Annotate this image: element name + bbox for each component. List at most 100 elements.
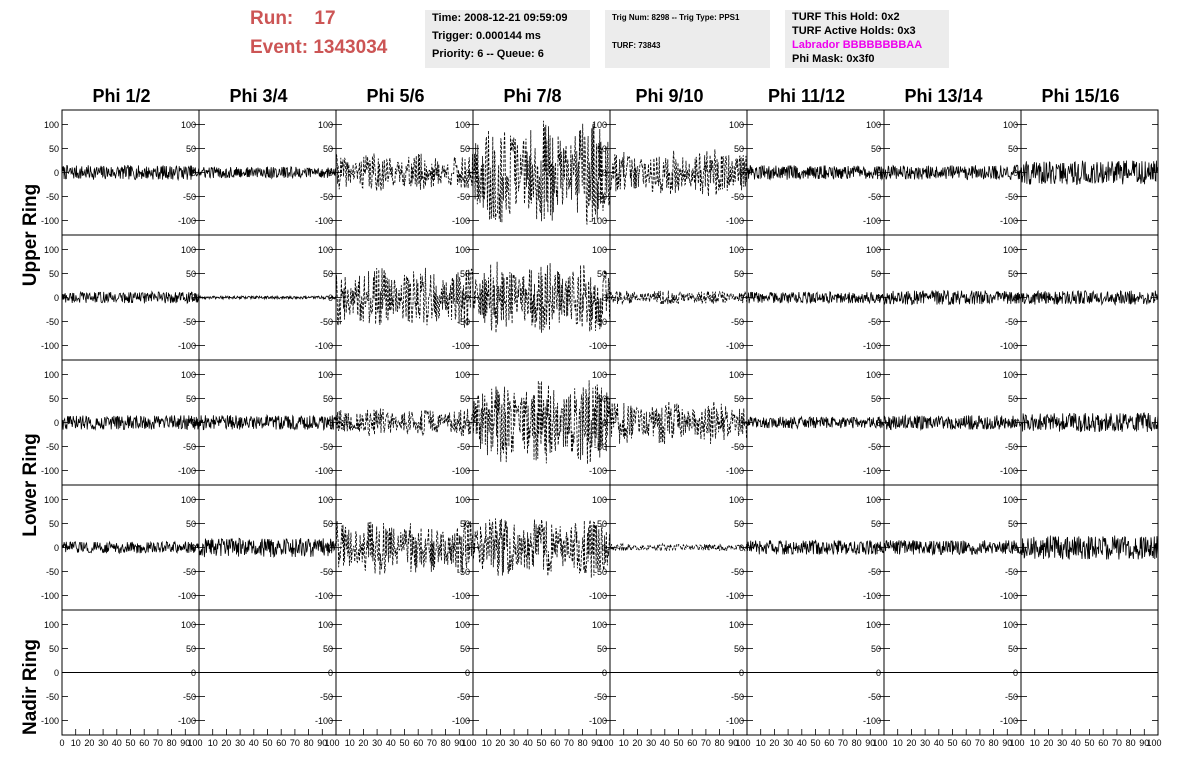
y-tick-label: 100 <box>181 245 196 255</box>
y-tick-label: 50 <box>1008 269 1018 279</box>
y-tick-label: -50 <box>731 692 744 702</box>
y-tick-label: 50 <box>871 394 881 404</box>
col-title-phi-1-2: Phi 1/2 <box>92 86 151 106</box>
y-tick-label: 100 <box>1003 620 1018 630</box>
y-tick-label: -100 <box>863 341 881 351</box>
x-tick-label: 60 <box>824 738 834 748</box>
y-tick-label: 0 <box>739 543 744 553</box>
y-tick-label: -100 <box>726 591 744 601</box>
turf-hold-text: TURF This Hold: 0x2 <box>792 11 900 23</box>
x-tick-label: 60 <box>961 738 971 748</box>
y-tick-label: 50 <box>186 144 196 154</box>
y-tick-label: 50 <box>734 269 744 279</box>
x-tick-label: 40 <box>1071 738 1081 748</box>
x-tick-label: 80 <box>578 738 588 748</box>
y-tick-label: 0 <box>191 293 196 303</box>
priority-text: Priority: 6 -- Queue: 6 <box>432 48 544 60</box>
y-tick-label: -100 <box>589 341 607 351</box>
y-tick-label: 0 <box>1013 543 1018 553</box>
y-tick-label: 100 <box>1003 120 1018 130</box>
y-tick-label: 0 <box>876 168 881 178</box>
waveform-line <box>746 415 885 430</box>
x-tick-label: 30 <box>783 738 793 748</box>
event-value: 1343034 <box>313 37 388 58</box>
y-tick-label: 100 <box>44 495 59 505</box>
x-tick-label: 100 <box>324 738 339 748</box>
x-tick-label: 100 <box>187 738 202 748</box>
x-tick-label: 20 <box>632 738 642 748</box>
x-tick-label: 20 <box>358 738 368 748</box>
trig-num-text: Trig Num: 8298 -- Trig Type: PPS1 <box>612 13 740 22</box>
y-tick-label: -100 <box>726 466 744 476</box>
y-tick-label: -100 <box>726 341 744 351</box>
x-tick-label: 100 <box>461 738 476 748</box>
waveform-line <box>198 166 337 180</box>
x-tick-label: 70 <box>427 738 437 748</box>
y-tick-label: 0 <box>739 293 744 303</box>
x-tick-label: 20 <box>906 738 916 748</box>
waveform-line <box>335 153 474 191</box>
waveform-line <box>746 539 885 556</box>
x-tick-label: 100 <box>1009 738 1024 748</box>
y-tick-label: 100 <box>729 245 744 255</box>
y-tick-label: 0 <box>54 543 59 553</box>
y-tick-label: -50 <box>183 692 196 702</box>
x-tick-label: 80 <box>441 738 451 748</box>
y-tick-label: 0 <box>602 668 607 678</box>
waveform-line <box>883 289 1022 306</box>
x-tick-label: 90 <box>1002 738 1012 748</box>
y-tick-label: 50 <box>1008 394 1018 404</box>
y-tick-label: 100 <box>318 120 333 130</box>
x-tick-label: 60 <box>276 738 286 748</box>
y-tick-label: -50 <box>1005 442 1018 452</box>
x-tick-label: 70 <box>153 738 163 748</box>
y-tick-label: 50 <box>323 269 333 279</box>
y-tick-label: -50 <box>46 442 59 452</box>
y-tick-label: 50 <box>734 394 744 404</box>
y-tick-label: 50 <box>1008 519 1018 529</box>
x-tick-label: 20 <box>84 738 94 748</box>
y-tick-label: 50 <box>1008 644 1018 654</box>
x-tick-label: 50 <box>947 738 957 748</box>
y-tick-label: 100 <box>729 620 744 630</box>
y-tick-label: -50 <box>457 442 470 452</box>
y-tick-label: -50 <box>183 317 196 327</box>
y-tick-label: 0 <box>191 168 196 178</box>
waveform-line <box>335 519 474 575</box>
y-tick-label: -100 <box>41 591 59 601</box>
y-tick-label: -100 <box>315 216 333 226</box>
x-tick-label: 100 <box>1146 738 1161 748</box>
x-tick-label: 90 <box>728 738 738 748</box>
x-tick-label: 20 <box>221 738 231 748</box>
y-tick-label: 100 <box>592 120 607 130</box>
waveform-line <box>609 401 748 445</box>
col-title-phi-9-10: Phi 9/10 <box>635 86 704 106</box>
y-tick-label: 50 <box>597 644 607 654</box>
y-tick-label: -50 <box>320 567 333 577</box>
y-tick-label: -50 <box>1005 317 1018 327</box>
col-title-phi-11-12: Phi 11/12 <box>767 86 846 106</box>
y-tick-label: 50 <box>460 644 470 654</box>
x-tick-label: 10 <box>619 738 629 748</box>
y-tick-label: 50 <box>186 644 196 654</box>
col-title-phi-7-8: Phi 7/8 <box>503 86 562 106</box>
x-tick-label: 50 <box>810 738 820 748</box>
y-tick-label: 100 <box>455 620 470 630</box>
waveform-line <box>61 415 200 431</box>
turf-info-box: TURF This Hold: 0x2 TURF Active Holds: 0… <box>785 10 949 68</box>
waveform-line <box>198 537 337 558</box>
y-tick-label: 100 <box>729 120 744 130</box>
y-tick-label: 50 <box>871 519 881 529</box>
x-tick-label: 70 <box>701 738 711 748</box>
y-tick-label: -50 <box>320 317 333 327</box>
x-tick-label: 40 <box>523 738 533 748</box>
x-tick-label: 50 <box>125 738 135 748</box>
y-tick-label: -50 <box>46 567 59 577</box>
waveform-line <box>198 294 337 301</box>
y-tick-label: 100 <box>866 620 881 630</box>
y-tick-label: -100 <box>41 716 59 726</box>
x-tick-label: 70 <box>290 738 300 748</box>
time-info-box: Time: 2008-12-21 09:59:09 Trigger: 0.000… <box>425 10 590 68</box>
x-tick-label: 50 <box>673 738 683 748</box>
y-tick-label: 0 <box>328 668 333 678</box>
